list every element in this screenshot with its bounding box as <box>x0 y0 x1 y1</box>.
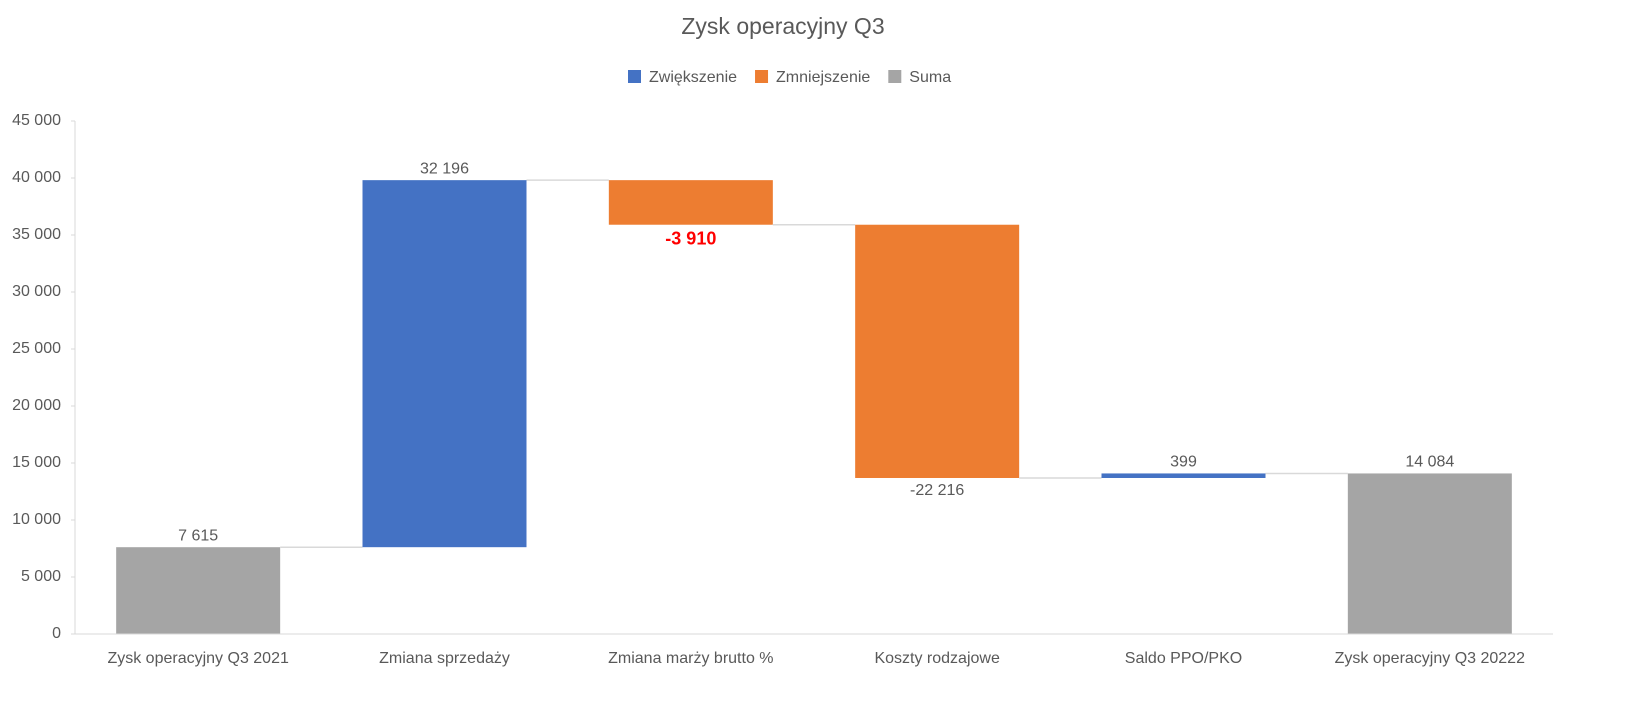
bar <box>1347 473 1512 634</box>
data-label: -3 910 <box>665 228 716 248</box>
x-tick-label: Zmiana marży brutto % <box>608 650 773 667</box>
legend-label: Zwiększenie <box>649 69 737 86</box>
bar <box>855 224 1020 478</box>
data-label: 14 084 <box>1405 454 1454 471</box>
x-tick-label: Koszty rodzajowe <box>874 650 999 667</box>
y-tick-label: 40 000 <box>12 169 61 186</box>
y-tick-label: 45 000 <box>12 112 61 129</box>
x-tick-label: Saldo PPO/PKO <box>1125 650 1242 667</box>
bar <box>1101 473 1266 478</box>
y-tick-label: 0 <box>52 625 61 642</box>
legend-label: Suma <box>909 69 951 86</box>
y-tick-label: 30 000 <box>12 283 61 300</box>
y-tick-label: 15 000 <box>12 454 61 471</box>
data-label: 32 196 <box>420 160 469 177</box>
chart-title: Zysk operacyjny Q3 <box>681 13 884 39</box>
y-tick-label: 20 000 <box>12 397 61 414</box>
bar <box>116 547 281 634</box>
y-tick-label: 25 000 <box>12 340 61 357</box>
y-tick-label: 10 000 <box>12 511 61 528</box>
legend-swatch <box>888 70 902 83</box>
x-tick-label: Zysk operacyjny Q3 20222 <box>1335 650 1525 667</box>
y-tick-label: 35 000 <box>12 226 61 243</box>
data-label: 399 <box>1170 454 1197 471</box>
bar <box>362 180 527 548</box>
data-label: 7 615 <box>178 527 218 544</box>
x-tick-label: Zmiana sprzedaży <box>379 650 510 667</box>
bar <box>608 180 773 225</box>
data-label: -22 216 <box>910 482 964 499</box>
legend-swatch <box>628 70 641 83</box>
legend-swatch <box>755 70 769 83</box>
y-tick-label: 5 000 <box>21 568 61 585</box>
x-tick-label: Zysk operacyjny Q3 2021 <box>107 650 289 667</box>
legend-label: Zmniejszenie <box>776 69 870 86</box>
